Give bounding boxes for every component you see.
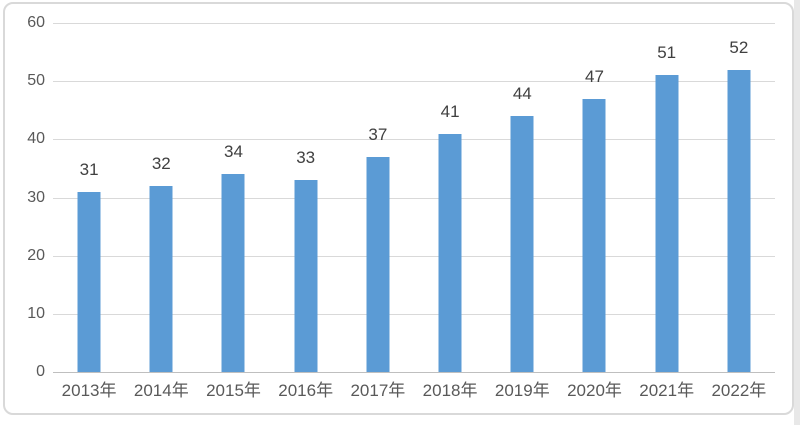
y-axis-tick-label: 10	[27, 304, 45, 322]
x-axis-tick-label: 2016年	[278, 381, 334, 400]
bar	[221, 174, 245, 372]
bar	[655, 75, 679, 372]
category-cell: 51	[631, 23, 703, 372]
page-background-strip	[794, 0, 800, 425]
x-axis-tick-label: 2017年	[350, 381, 406, 400]
bar-value-label: 47	[585, 66, 604, 86]
category-cell: 32	[125, 23, 197, 372]
category-cell: 52	[703, 23, 775, 372]
gridline	[53, 23, 775, 24]
bar	[366, 156, 390, 372]
bar	[510, 116, 534, 372]
bar	[149, 185, 173, 372]
bar-value-label: 44	[512, 84, 532, 104]
bar-value-label: 34	[224, 142, 243, 162]
gridline	[53, 81, 775, 83]
gridline	[53, 313, 775, 315]
bar-value-label: 37	[368, 124, 388, 144]
bar-value-label: 52	[729, 37, 749, 57]
y-axis-tick-label: 20	[27, 246, 45, 264]
x-axis-tick-label: 2020年	[567, 381, 622, 400]
bar	[438, 133, 462, 372]
bar-value-label: 32	[151, 153, 171, 173]
gridline	[53, 139, 775, 141]
category-cell: 41	[414, 23, 486, 372]
x-axis-tick-label: 2013年	[61, 381, 117, 400]
category-cell: 37	[342, 23, 414, 372]
category-cell: 44	[486, 23, 558, 372]
category-cell: 31	[53, 23, 125, 372]
x-axis-tick-label: 2014年	[133, 381, 189, 400]
bar	[294, 180, 318, 372]
x-axis-tick-label: 2021年	[639, 381, 695, 400]
y-axis-tick-label: 0	[36, 363, 45, 380]
y-axis-tick-label: 30	[27, 188, 45, 206]
bar-value-label: 51	[657, 43, 677, 63]
bar	[77, 191, 101, 372]
y-axis-tick-label: 60	[27, 14, 45, 31]
category-cell: 47	[558, 23, 630, 372]
y-axis-tick-label: 40	[27, 130, 45, 148]
category-cell: 34	[197, 23, 269, 372]
gridline	[53, 197, 775, 199]
plot-area: 31 32 34 33 37 41 44 47 51 52	[53, 23, 775, 373]
category-cell: 33	[270, 23, 342, 372]
bar-value-label: 31	[79, 159, 99, 179]
x-axis-tick-label: 2018年	[422, 381, 478, 400]
bar-value-label: 41	[440, 101, 460, 121]
x-axis-tick-label: 2019年	[494, 381, 550, 400]
bar	[582, 98, 606, 372]
y-axis-tick-label: 50	[27, 72, 45, 90]
x-axis-tick-label: 2022年	[711, 381, 767, 400]
bar	[727, 69, 751, 372]
bar-value-label: 33	[296, 148, 316, 168]
gridline	[53, 255, 775, 257]
x-axis-line	[53, 372, 775, 373]
x-axis-tick-label: 2015年	[206, 381, 261, 400]
